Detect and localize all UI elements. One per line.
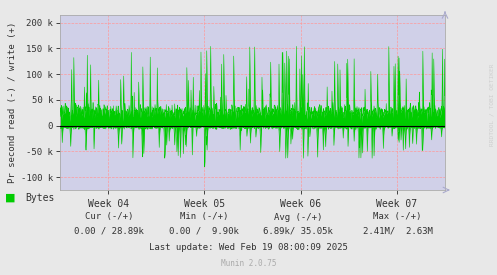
Text: Munin 2.0.75: Munin 2.0.75	[221, 258, 276, 268]
Text: Max (-/+): Max (-/+)	[373, 213, 422, 221]
Text: Bytes: Bytes	[25, 193, 54, 203]
Y-axis label: Pr second read (-) / write (+): Pr second read (-) / write (+)	[7, 22, 16, 183]
Text: Min (-/+): Min (-/+)	[179, 213, 228, 221]
Text: Last update: Wed Feb 19 08:00:09 2025: Last update: Wed Feb 19 08:00:09 2025	[149, 243, 348, 252]
Text: Avg (-/+): Avg (-/+)	[274, 213, 323, 221]
Text: 0.00 / 28.89k: 0.00 / 28.89k	[75, 227, 144, 235]
Text: 6.89k/ 35.05k: 6.89k/ 35.05k	[263, 227, 333, 235]
Text: 0.00 /  9.90k: 0.00 / 9.90k	[169, 227, 239, 235]
Text: 2.41M/  2.63M: 2.41M/ 2.63M	[363, 227, 432, 235]
Text: RRDTOOL / TOBI OETIKER: RRDTOOL / TOBI OETIKER	[490, 63, 495, 146]
Text: ■: ■	[5, 193, 15, 203]
Text: Cur (-/+): Cur (-/+)	[85, 213, 134, 221]
